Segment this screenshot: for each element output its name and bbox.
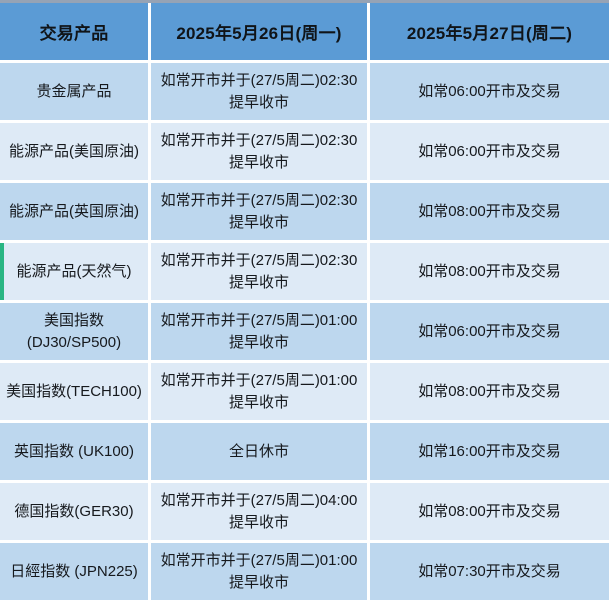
schedule-text: 如常16:00开市及交易 [418, 442, 561, 460]
may26-cell: 全日休市 [151, 423, 367, 480]
product-cell: 能源产品(美国原油) [0, 123, 148, 180]
may26-cell: 如常开市并于(27/5周二)02:30 提早收市 [151, 63, 367, 120]
may27-cell: 如常06:00开市及交易 [370, 123, 609, 180]
may27-cell: 如常08:00开市及交易 [370, 363, 609, 420]
product-name: 英国指数 (UK100) [13, 442, 135, 460]
schedule-text: 如常06:00开市及交易 [418, 322, 561, 340]
product-name: 德国指数(GER30) [14, 502, 134, 520]
schedule-line2: 提早收市 [228, 213, 289, 231]
schedule-line1: 如常开市并于(27/5周二)02:30 [160, 71, 358, 89]
may27-cell: 如常16:00开市及交易 [370, 423, 609, 480]
may27-cell: 如常08:00开市及交易 [370, 483, 609, 540]
product-name: 能源产品(天然气) [16, 262, 132, 280]
product-cell: 能源产品(英国原油) [0, 183, 148, 240]
product-cell: 日經指数 (JPN225) [0, 543, 148, 600]
product-cell: 美国指数 (DJ30/SP500) [0, 303, 148, 360]
product-name: 能源产品(美国原油) [9, 142, 139, 160]
header-cell-product: 交易产品 [0, 3, 148, 60]
may26-cell: 如常开市并于(27/5周二)01:00 提早收市 [151, 543, 367, 600]
schedule-line2: 提早收市 [228, 393, 289, 411]
column-title-may27: 2025年5月27日(周二) [406, 24, 573, 43]
product-name: 贵金属产品 [36, 82, 112, 100]
may26-cell: 如常开市并于(27/5周二)01:00 提早收市 [151, 363, 367, 420]
schedule-text: 如常08:00开市及交易 [418, 262, 561, 280]
product-name: 美国指数 [43, 311, 104, 329]
schedule-line2: 提早收市 [228, 573, 289, 591]
schedule-line1: 如常开市并于(27/5周二)02:30 [160, 251, 358, 269]
schedule-line2: 提早收市 [228, 153, 289, 171]
schedule-line2: 提早收市 [228, 93, 289, 111]
schedule-line2: 提早收市 [228, 333, 289, 351]
schedule-line1: 如常开市并于(27/5周二)01:00 [160, 551, 358, 569]
column-title-may26: 2025年5月26日(周一) [176, 24, 342, 43]
header-cell-may26: 2025年5月26日(周一) [151, 3, 367, 60]
product-cell: 美国指数(TECH100) [0, 363, 148, 420]
may27-cell: 如常06:00开市及交易 [370, 303, 609, 360]
schedule-line1: 如常开市并于(27/5周二)01:00 [160, 311, 358, 329]
may26-cell: 如常开市并于(27/5周二)02:30 提早收市 [151, 123, 367, 180]
product-name: 能源产品(英国原油) [9, 202, 139, 220]
may27-cell: 如常08:00开市及交易 [370, 183, 609, 240]
product-name: 美国指数(TECH100) [6, 382, 142, 400]
schedule-line1: 如常开市并于(27/5周二)01:00 [160, 371, 358, 389]
product-name: 日經指数 (JPN225) [10, 562, 138, 580]
schedule-line1: 如常开市并于(27/5周二)04:00 [160, 491, 358, 509]
schedule-text: 如常08:00开市及交易 [418, 502, 561, 520]
schedule-line2: 提早收市 [228, 513, 289, 531]
product-cell: 能源产品(天然气) [0, 243, 148, 300]
schedule-text: 如常06:00开市及交易 [418, 82, 561, 100]
may27-cell: 如常07:30开市及交易 [370, 543, 609, 600]
may27-cell: 如常08:00开市及交易 [370, 243, 609, 300]
header-cell-may27: 2025年5月27日(周二) [370, 3, 609, 60]
may26-cell: 如常开市并于(27/5周二)02:30 提早收市 [151, 243, 367, 300]
schedule-text: 如常06:00开市及交易 [418, 142, 561, 160]
schedule-text: 如常07:30开市及交易 [418, 562, 561, 580]
trading-schedule-table: 交易产品 2025年5月26日(周一) 2025年5月27日(周二) 贵金属产品… [0, 3, 609, 600]
schedule-line1: 全日休市 [228, 442, 289, 460]
may26-cell: 如常开市并于(27/5周二)02:30 提早收市 [151, 183, 367, 240]
product-cell: 贵金属产品 [0, 63, 148, 120]
product-cell: 德国指数(GER30) [0, 483, 148, 540]
schedule-text: 如常08:00开市及交易 [418, 202, 561, 220]
column-title-product: 交易产品 [39, 24, 109, 43]
schedule-line2: 提早收市 [228, 273, 289, 291]
schedule-text: 如常08:00开市及交易 [418, 382, 561, 400]
may27-cell: 如常06:00开市及交易 [370, 63, 609, 120]
schedule-line1: 如常开市并于(27/5周二)02:30 [160, 131, 358, 149]
green-accent-bar [0, 243, 4, 300]
product-name-line2: (DJ30/SP500) [26, 333, 122, 351]
may26-cell: 如常开市并于(27/5周二)04:00 提早收市 [151, 483, 367, 540]
schedule-line1: 如常开市并于(27/5周二)02:30 [160, 191, 358, 209]
may26-cell: 如常开市并于(27/5周二)01:00 提早收市 [151, 303, 367, 360]
product-cell: 英国指数 (UK100) [0, 423, 148, 480]
